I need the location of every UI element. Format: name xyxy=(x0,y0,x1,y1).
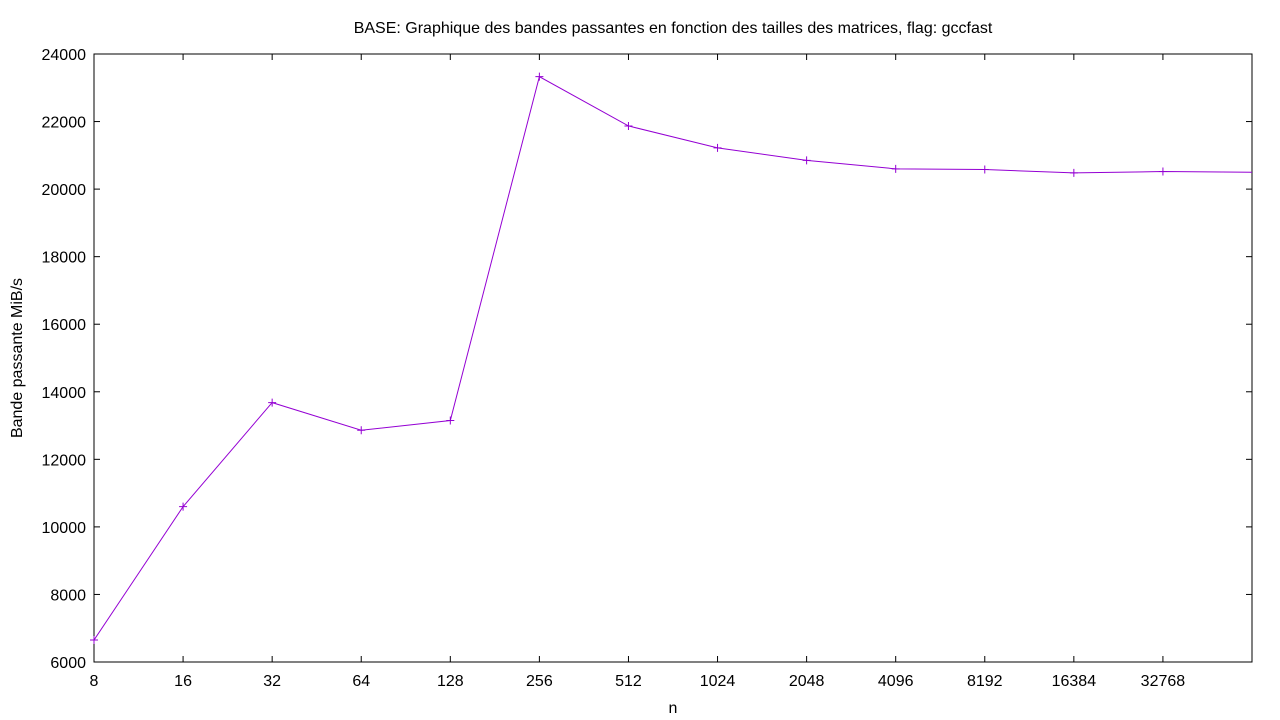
data-point-marker xyxy=(179,502,188,511)
data-point-marker xyxy=(535,72,544,81)
data-point-marker xyxy=(891,164,900,173)
data-point-marker xyxy=(90,636,98,645)
data-point-marker xyxy=(357,426,366,435)
y-tick-label: 24000 xyxy=(42,47,87,64)
y-tick-label: 20000 xyxy=(42,182,87,199)
data-point-marker xyxy=(713,143,722,152)
data-point-marker xyxy=(1158,167,1167,176)
y-tick-label: 18000 xyxy=(42,250,87,267)
data-point-marker xyxy=(624,121,633,130)
y-tick-label: 8000 xyxy=(50,587,86,604)
x-tick-label: 32 xyxy=(263,673,281,690)
x-tick-label: 8 xyxy=(90,673,99,690)
x-tick-label: 2048 xyxy=(789,673,825,690)
x-tick-label: 64 xyxy=(352,673,370,690)
y-tick-label: 16000 xyxy=(42,317,87,334)
y-tick-label: 22000 xyxy=(42,115,87,132)
data-point-marker xyxy=(268,398,277,407)
data-point-marker xyxy=(802,156,811,165)
y-tick-label: 10000 xyxy=(42,520,87,537)
x-axis-label: n xyxy=(669,700,678,717)
y-tick-label: 6000 xyxy=(50,655,86,672)
chart-title: BASE: Graphique des bandes passantes en … xyxy=(354,20,993,37)
x-tick-label: 4096 xyxy=(878,673,914,690)
x-tick-label: 1024 xyxy=(700,673,736,690)
data-point-marker xyxy=(446,416,455,425)
data-point-marker xyxy=(980,165,989,174)
x-tick-label: 16384 xyxy=(1052,673,1097,690)
series-layer xyxy=(90,72,1253,645)
series-line xyxy=(93,75,1253,641)
x-tick-label: 16 xyxy=(174,673,192,690)
y-axis: 6000 8000 10000 12000 14000 16000 18000 20000 22… xyxy=(42,47,1252,672)
data-point-marker xyxy=(1069,168,1078,177)
x-tick-label: 512 xyxy=(615,673,642,690)
x-tick-label: 8192 xyxy=(967,673,1003,690)
y-tick-label: 12000 xyxy=(42,452,87,469)
x-tick-label: 128 xyxy=(437,673,464,690)
x-axis: 8 16 32 64 128 256 512 1024 2048 4096 8192 16384 327… xyxy=(90,54,1186,690)
x-tick-label: 256 xyxy=(526,673,553,690)
y-tick-label: 14000 xyxy=(42,385,87,402)
y-axis-label: Bande passante MiB/s xyxy=(9,278,26,438)
x-tick-label: 32768 xyxy=(1141,673,1186,690)
plot-frame xyxy=(93,53,1253,663)
